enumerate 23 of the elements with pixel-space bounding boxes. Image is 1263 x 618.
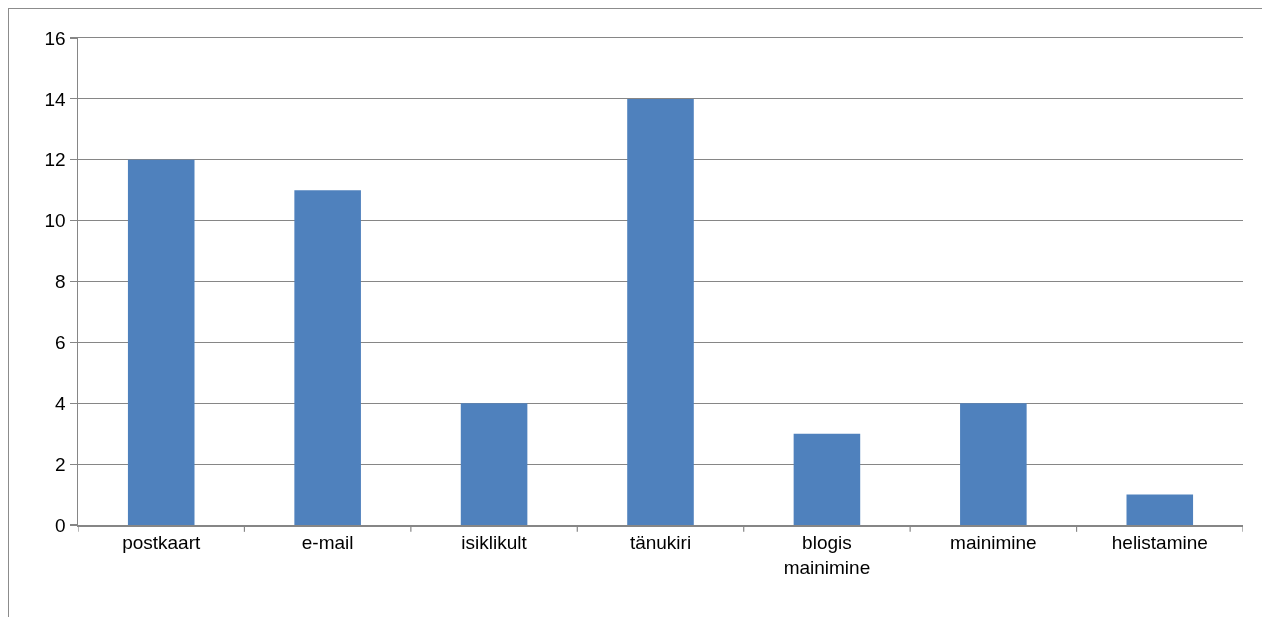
y-tick-label: 2 [55,453,66,475]
y-tick-label: 16 [44,27,66,49]
bar [793,433,861,525]
y-tick-label: 4 [55,392,67,414]
x-tick-label: isiklikult [461,532,528,554]
bar [627,98,694,525]
x-tick-label: tänukiri [629,532,692,554]
x-tick-label: e-mail [301,532,354,554]
y-tick-label: 10 [44,210,66,232]
x-tick-label: helistamine [1111,532,1208,554]
bar [460,403,528,525]
y-tick-label: 14 [44,88,67,110]
x-tick-label: mainimine [950,532,1037,554]
bar [294,190,361,525]
bar [127,159,195,525]
y-tick-label: 0 [55,514,66,536]
y-tick-label: 6 [55,332,66,354]
bar [960,403,1027,525]
y-tick-label: 12 [44,149,66,171]
x-tick-label: postkaart [122,532,202,554]
x-tick-label: blogis mainimine [783,532,871,578]
y-tick-label: 8 [55,271,66,293]
bar [1126,494,1194,525]
